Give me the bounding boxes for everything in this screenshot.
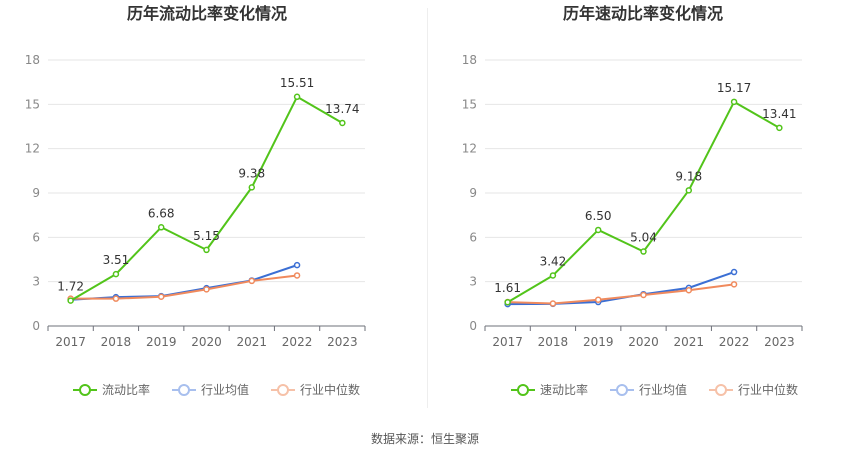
x-tick-label: 2019	[146, 335, 177, 349]
x-tick-label: 2019	[583, 335, 614, 349]
data-point	[640, 248, 647, 255]
data-label: 5.04	[630, 231, 657, 245]
data-point	[685, 187, 693, 194]
y-tick-label: 0	[32, 319, 40, 333]
series-line	[70, 95, 343, 302]
legend-label: 速动比率	[540, 382, 588, 397]
legend-marker	[277, 384, 289, 396]
x-tick-label: 2021	[674, 335, 705, 349]
x-tick-label: 2020	[628, 335, 659, 349]
data-point	[248, 277, 256, 285]
x-tick-label: 2017	[492, 335, 523, 349]
chart-title: 历年速动比率变化情况	[563, 4, 723, 23]
data-label: 9.38	[238, 166, 265, 180]
y-tick-label: 6	[469, 230, 477, 244]
series-line	[507, 283, 735, 305]
data-point	[203, 246, 210, 254]
data-point	[594, 226, 602, 234]
data-point	[640, 291, 647, 299]
series-line	[70, 274, 298, 300]
data-point	[203, 286, 210, 293]
data-point	[730, 98, 738, 106]
data-point	[157, 224, 165, 231]
legend-label: 行业中位数	[738, 382, 798, 397]
data-label: 13.74	[325, 102, 359, 116]
y-tick-label: 18	[462, 53, 477, 67]
data-label: 15.17	[717, 81, 751, 95]
x-tick-label: 2023	[327, 335, 358, 349]
data-point	[157, 293, 165, 300]
data-label: 6.50	[585, 209, 612, 223]
x-tick-label: 2021	[237, 335, 268, 349]
data-point	[594, 296, 602, 303]
x-tick-label: 2022	[282, 335, 313, 349]
data-label: 13.41	[762, 107, 796, 121]
data-label: 15.51	[280, 76, 314, 90]
legend-marker	[715, 384, 727, 396]
chart-title: 历年流动比率变化情况	[127, 4, 287, 23]
y-tick-label: 3	[469, 275, 477, 289]
data-point	[730, 268, 738, 276]
data-point	[293, 272, 301, 279]
legend-marker	[79, 384, 91, 396]
data-point	[293, 93, 301, 101]
y-tick-label: 9	[32, 186, 40, 200]
data-label: 3.51	[103, 253, 130, 267]
data-label: 1.61	[494, 281, 521, 295]
data-point	[685, 286, 693, 294]
legend-marker	[616, 384, 628, 396]
data-point	[112, 270, 120, 278]
data-point	[776, 124, 783, 132]
data-point	[339, 119, 346, 127]
current-ratio-chart: 历年流动比率变化情况 0 3 6 9 12 15 18 2017 2018 2019 2020 2021…	[25, 4, 366, 397]
data-point	[730, 281, 738, 288]
series-line	[70, 264, 298, 301]
y-tick-label: 9	[469, 186, 477, 200]
data-point	[549, 272, 557, 279]
panel-divider	[427, 8, 428, 408]
data-label: 1.72	[57, 280, 84, 294]
y-tick-label: 15	[462, 97, 477, 111]
legend-label: 行业中位数	[300, 382, 360, 397]
data-source-note: 数据来源：恒生聚源	[370, 432, 479, 446]
data-label: 5.15	[193, 229, 220, 243]
data-point	[504, 298, 511, 306]
y-tick-label: 12	[25, 142, 40, 156]
data-point	[293, 261, 301, 269]
x-tick-label: 2018	[538, 335, 569, 349]
legend-marker	[517, 384, 529, 396]
data-point	[549, 300, 557, 307]
y-tick-label: 15	[25, 97, 40, 111]
series-line	[507, 100, 780, 304]
data-label: 6.68	[148, 206, 175, 220]
x-tick-label: 2017	[55, 335, 86, 349]
legend-label: 行业均值	[201, 382, 249, 397]
legend-label: 流动比率	[102, 382, 150, 397]
x-tick-label: 2018	[101, 335, 132, 349]
legend-label: 行业均值	[639, 382, 687, 397]
x-tick-label: 2023	[764, 335, 795, 349]
data-point	[248, 184, 256, 191]
y-tick-label: 0	[469, 319, 477, 333]
legend-marker	[178, 384, 190, 396]
data-point	[67, 297, 74, 304]
data-label: 9.18	[675, 169, 702, 183]
data-point	[112, 295, 120, 302]
y-tick-label: 18	[25, 53, 40, 67]
quick-ratio-chart: 历年速动比率变化情况 0 3 6 9 12 15 18 2017 2018 2019 2020 2021…	[462, 4, 803, 397]
y-tick-label: 12	[462, 142, 477, 156]
x-tick-label: 2020	[191, 335, 222, 349]
y-tick-label: 6	[32, 230, 40, 244]
y-tick-label: 3	[32, 275, 40, 289]
x-tick-label: 2022	[719, 335, 750, 349]
data-label: 3.42	[540, 254, 567, 268]
